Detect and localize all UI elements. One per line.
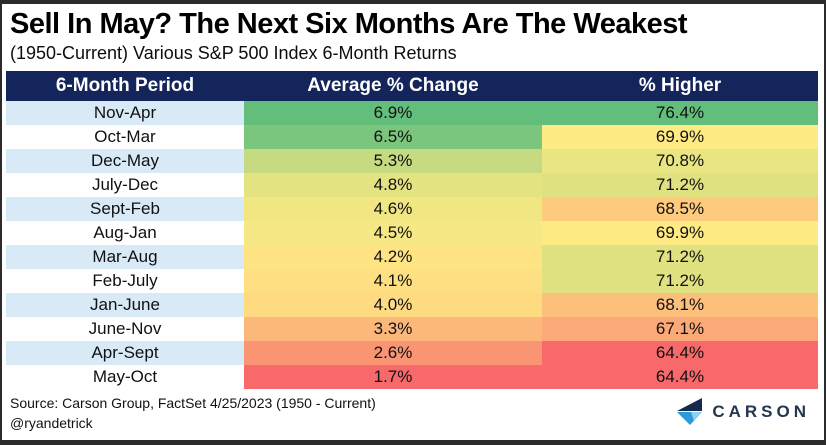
period-cell: Apr-Sept	[6, 341, 244, 365]
period-cell: July-Dec	[6, 173, 244, 197]
pct-higher-cell: 69.9%	[542, 221, 818, 245]
footer: Source: Carson Group, FactSet 4/25/2023 …	[2, 386, 824, 440]
period-cell: May-Oct	[6, 365, 244, 389]
author-handle: @ryandetrick	[10, 415, 93, 431]
table-row: June-Nov 3.3% 67.1%	[6, 317, 818, 341]
pct-higher-cell: 71.2%	[542, 173, 818, 197]
column-header-pct-higher: % Higher	[638, 75, 722, 96]
table-row: July-Dec 4.8% 71.2%	[6, 173, 818, 197]
period-cell: Mar-Aug	[6, 245, 244, 269]
period-cell: Dec-May	[6, 149, 244, 173]
source-attribution: Source: Carson Group, FactSet 4/25/2023 …	[10, 393, 376, 433]
pct-higher-cell: 76.4%	[542, 101, 818, 125]
pct-higher-cell: 64.4%	[542, 341, 818, 365]
period-cell: June-Nov	[6, 317, 244, 341]
table-row: Feb-July 4.1% 71.2%	[6, 269, 818, 293]
table-row: Oct-Mar 6.5% 69.9%	[6, 125, 818, 149]
pct-higher-cell: 68.5%	[542, 197, 818, 221]
avg-change-cell: 4.1%	[244, 269, 542, 293]
table-row: Aug-Jan 4.5% 69.9%	[6, 221, 818, 245]
period-cell: Feb-July	[6, 269, 244, 293]
period-cell: Sept-Feb	[6, 197, 244, 221]
pct-higher-cell: 67.1%	[542, 317, 818, 341]
avg-change-cell: 4.8%	[244, 173, 542, 197]
column-header-period: 6-Month Period	[55, 75, 195, 96]
period-cell: Jan-June	[6, 293, 244, 317]
avg-change-cell: 4.6%	[244, 197, 542, 221]
page-subtitle: (1950-Current) Various S&P 500 Index 6-M…	[10, 43, 457, 63]
avg-change-cell: 6.9%	[244, 101, 542, 125]
returns-table: 6-Month Period Average % Change % Higher…	[6, 71, 818, 389]
table-row: May-Oct 1.7% 64.4%	[6, 365, 818, 389]
pct-higher-cell: 71.2%	[542, 269, 818, 293]
carson-logo-text: CARSON	[712, 402, 810, 421]
pct-higher-cell: 68.1%	[542, 293, 818, 317]
table-row: Mar-Aug 4.2% 71.2%	[6, 245, 818, 269]
source-line: Source: Carson Group, FactSet 4/25/2023 …	[10, 395, 376, 411]
table-row: Nov-Apr 6.9% 76.4%	[6, 101, 818, 125]
avg-change-cell: 6.5%	[244, 125, 542, 149]
pct-higher-cell: 71.2%	[542, 245, 818, 269]
period-cell: Oct-Mar	[6, 125, 244, 149]
avg-change-cell: 3.3%	[244, 317, 542, 341]
avg-change-cell: 4.5%	[244, 221, 542, 245]
table-row: Dec-May 5.3% 70.8%	[6, 149, 818, 173]
table-row: Sept-Feb 4.6% 68.5%	[6, 197, 818, 221]
table-body: Nov-Apr 6.9% 76.4% Oct-Mar 6.5% 69.9% Dec-May 5…	[6, 101, 818, 389]
period-cell: Aug-Jan	[6, 221, 244, 245]
pct-higher-cell: 70.8%	[542, 149, 818, 173]
table-row: Jan-June 4.0% 68.1%	[6, 293, 818, 317]
period-cell: Nov-Apr	[6, 101, 244, 125]
avg-change-cell: 5.3%	[244, 149, 542, 173]
avg-change-cell: 2.6%	[244, 341, 542, 365]
carson-logo: CARSON	[676, 398, 810, 426]
avg-change-cell: 1.7%	[244, 365, 542, 389]
page-title: Sell In May? The Next Six Months Are The…	[10, 8, 688, 40]
pct-higher-cell: 69.9%	[542, 125, 818, 149]
table-header: 6-Month Period Average % Change % Higher	[6, 71, 818, 101]
pct-higher-cell: 64.4%	[542, 365, 818, 389]
carson-arrow-icon	[677, 398, 703, 425]
avg-change-cell: 4.2%	[244, 245, 542, 269]
column-header-avg-change: Average % Change	[307, 75, 479, 96]
table-row: Apr-Sept 2.6% 64.4%	[6, 341, 818, 365]
avg-change-cell: 4.0%	[244, 293, 542, 317]
